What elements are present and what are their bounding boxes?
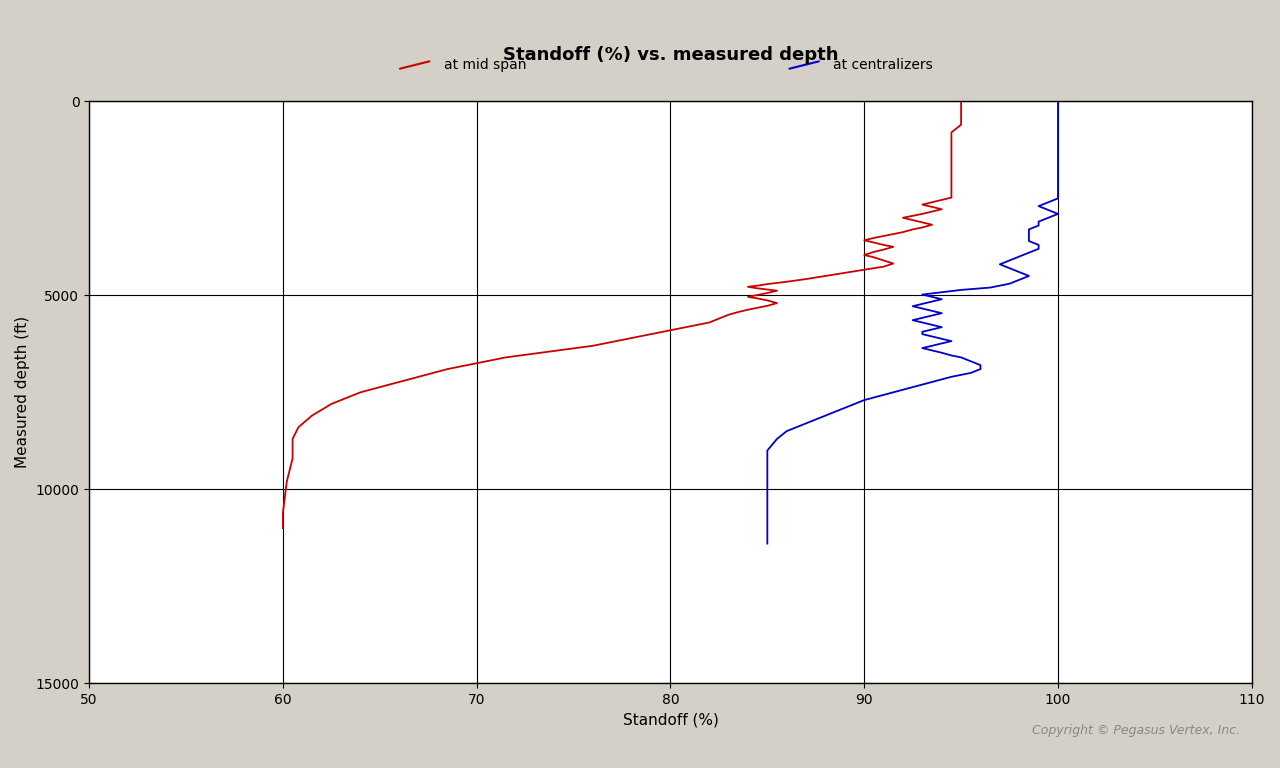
Text: Copyright © Pegasus Vertex, Inc.: Copyright © Pegasus Vertex, Inc. [1032, 724, 1240, 737]
X-axis label: Standoff (%): Standoff (%) [622, 713, 718, 727]
Text: at mid span: at mid span [444, 58, 526, 71]
Text: at centralizers: at centralizers [833, 58, 933, 71]
Title: Standoff (%) vs. measured depth: Standoff (%) vs. measured depth [503, 46, 838, 64]
Y-axis label: Measured depth (ft): Measured depth (ft) [15, 316, 29, 468]
